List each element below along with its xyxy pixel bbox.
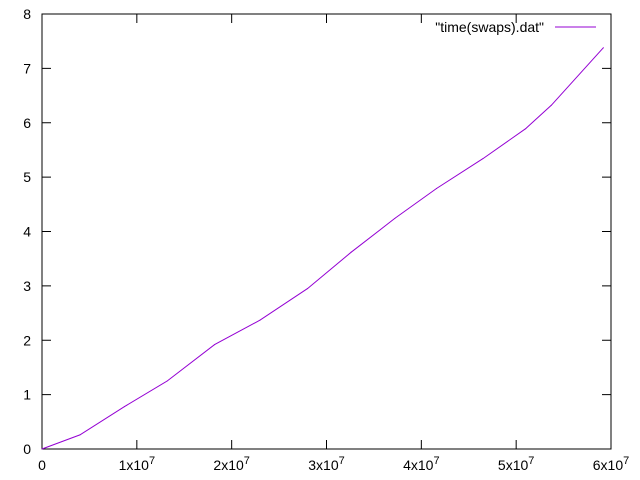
x-tick-label-base: 5x10 xyxy=(498,457,529,473)
y-tick-label: 4 xyxy=(23,224,31,240)
plot-frame xyxy=(41,13,612,450)
data-point xyxy=(166,380,168,382)
x-tick-label-base: 6x10 xyxy=(593,457,624,473)
y-tick-label: 8 xyxy=(23,6,31,22)
data-point xyxy=(436,188,438,190)
y-tick-label: 1 xyxy=(23,387,31,403)
x-tick-label-base: 2x10 xyxy=(213,457,244,473)
x-tick-label: 1x107 xyxy=(119,455,155,473)
x-tick-label-base: 3x10 xyxy=(308,457,339,473)
x-tick-label-exponent: 7 xyxy=(339,455,345,467)
x-tick-label-exponent: 7 xyxy=(528,455,534,467)
y-tick-label: 7 xyxy=(23,60,31,76)
y-tick-label: 5 xyxy=(23,169,31,185)
data-point xyxy=(550,104,552,106)
data-point xyxy=(394,217,396,219)
x-tick-label: 3x107 xyxy=(308,455,344,473)
data-point xyxy=(79,434,81,436)
x-tick-label-base: 4x10 xyxy=(403,457,434,473)
x-tick-label: 6x107 xyxy=(593,455,629,473)
x-tick-label: 5x107 xyxy=(498,455,534,473)
legend: "time(swaps).dat" xyxy=(435,19,596,35)
legend-label: "time(swaps).dat" xyxy=(435,19,544,35)
data-point xyxy=(525,128,527,130)
data-point xyxy=(482,158,484,160)
y-axis-ticks: 0 1 2 3 4 5 6 7 8 xyxy=(23,6,611,457)
x-tick-label: 4x107 xyxy=(403,455,439,473)
series-line-0 xyxy=(41,47,604,450)
y-tick-label: 3 xyxy=(23,278,31,294)
y-tick-label: 2 xyxy=(23,332,31,348)
x-tick-label-exponent: 7 xyxy=(433,455,439,467)
x-tick-label-exponent: 7 xyxy=(149,455,155,467)
data-point xyxy=(602,47,604,49)
data-point xyxy=(214,344,216,346)
series-layer xyxy=(41,47,604,450)
data-point xyxy=(307,288,309,290)
data-point xyxy=(350,251,352,253)
y-tick-label: 0 xyxy=(23,441,31,457)
x-tick-label-exponent: 7 xyxy=(623,455,629,467)
y-tick-label: 6 xyxy=(23,115,31,131)
x-tick-label-base: 1x10 xyxy=(119,457,150,473)
data-point xyxy=(124,406,126,408)
x-tick-label: 2x107 xyxy=(213,455,249,473)
x-tick-label-exponent: 7 xyxy=(244,455,250,467)
data-point xyxy=(259,319,261,321)
x-tick-label-base: 0 xyxy=(38,457,46,473)
data-point xyxy=(41,448,43,450)
x-axis-ticks: 0 1x107 2x107 3x107 4x107 5x107 6x107 xyxy=(38,14,629,473)
x-tick-label: 0 xyxy=(38,457,46,473)
